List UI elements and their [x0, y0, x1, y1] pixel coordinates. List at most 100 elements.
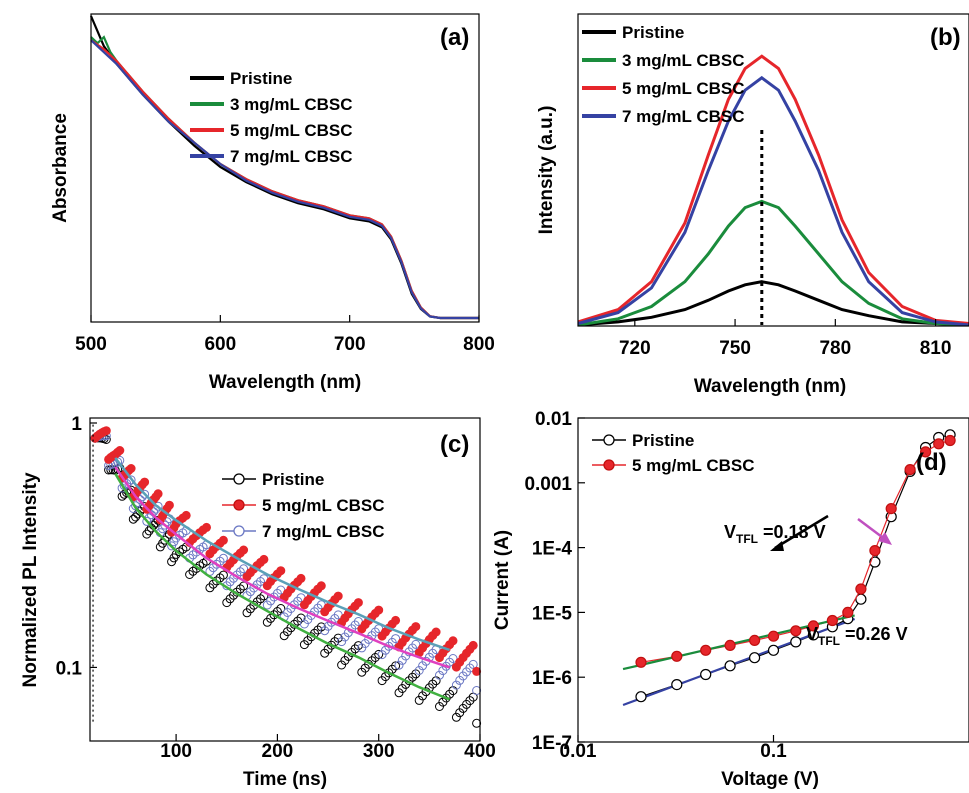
panel-d-point-0 — [767, 644, 780, 656]
panel-d-point-1 — [671, 650, 683, 662]
panel-c-legend-item-0-label: Pristine — [262, 470, 324, 489]
panel-c-fit-line-0 — [114, 473, 451, 701]
panel-d: 0.01 0.1 0.01 0.001 1E-4 1E-5 1E-6 1E-7 (d) Vol… — [492, 409, 969, 790]
panel-c-point-1 — [333, 591, 343, 601]
panel-c-point-1 — [316, 581, 326, 591]
panel-c-point-0 — [269, 610, 279, 620]
panel-a-series-line-3 — [90, 39, 479, 320]
panel-c-point-0 — [218, 570, 228, 580]
panel-c-fit-line-1 — [114, 457, 451, 652]
panel-c-xlabel: Time (ns) — [243, 769, 327, 790]
panel-a-label: (a) — [440, 24, 469, 51]
panel-c-point-1 — [101, 426, 111, 436]
panel-c-point-2 — [146, 510, 156, 520]
panel-c-point-0 — [451, 712, 461, 722]
panel-c-x-tick-label-1: 200 — [262, 741, 294, 762]
panel-c-plot-area — [90, 423, 482, 728]
panel-c-point-0 — [146, 523, 156, 533]
panel-a-frame — [90, 13, 480, 323]
panel-d-y-tick-label-0: 0.01 — [535, 409, 572, 430]
panel-b-x-tick-label-2: 780 — [819, 338, 851, 359]
panel-b: 720 750 780 810 (b) Wavelength (nm) Intensi… — [536, 13, 969, 397]
panel-b-legend-item-1-label: 3 mg/mL CBSC — [622, 51, 745, 70]
panel-c-point-2 — [212, 559, 222, 569]
panel-d-point-1 — [807, 620, 820, 632]
panel-c-point-0 — [106, 465, 116, 475]
panel-c-point-2 — [235, 567, 245, 577]
panel-d-point-1 — [790, 625, 802, 637]
panel-c: 100 200 300 400 1 0.1 (c) Time (ns) Normalize… — [20, 414, 496, 790]
panel-c-point-1 — [411, 622, 421, 632]
panel-c-point-0 — [212, 576, 222, 586]
panel-d-y-tick-label-3: 1E-5 — [532, 603, 573, 624]
panel-c-point-1 — [374, 605, 384, 615]
panel-c-x-tick-label-2: 300 — [363, 741, 395, 762]
panel-d-legend-item-0-marker — [603, 434, 615, 446]
panel-a-legend-item-3-label: 7 mg/mL CBSC — [230, 147, 353, 166]
panel-b-ticks: 720 750 780 810 — [619, 319, 951, 359]
panel-a-legend: Pristine 3 mg/mL CBSC 5 mg/mL CBSC 7 mg/mL … — [190, 69, 353, 166]
panel-c-point-2 — [239, 564, 249, 574]
panel-c-point-0 — [239, 581, 249, 591]
panel-c-point-1 — [448, 636, 458, 646]
panel-d-point-1 — [904, 464, 916, 476]
panel-c-point-2 — [394, 660, 404, 670]
panel-c-point-0 — [142, 529, 152, 539]
panel-a-x-tick-label-3: 800 — [463, 334, 495, 355]
panel-b-xlabel: Wavelength (nm) — [694, 376, 846, 397]
panel-b-label: (b) — [930, 24, 961, 51]
panel-d-y-tick-label-5: 1E-7 — [532, 733, 572, 754]
panel-c-point-2 — [208, 563, 218, 573]
panel-c-legend-item-1-label: 5 mg/mL CBSC — [262, 496, 385, 515]
panel-c-legend: Pristine 5 mg/mL CBSC 7 mg/mL CBSC — [222, 470, 385, 541]
panel-c-legend-item-2-label: 7 mg/mL CBSC — [262, 522, 385, 541]
panel-b-series-line-3 — [577, 75, 969, 327]
panel-c-point-2 — [435, 670, 444, 680]
panel-d-xlabel: Voltage (V) — [721, 769, 819, 790]
panel-d-y-tick-label-4: 1E-6 — [532, 668, 572, 689]
panel-c-y-tick-label-0: 1 — [71, 414, 82, 435]
panel-c-point-0 — [428, 679, 438, 689]
panel-d-point-1 — [885, 503, 897, 515]
panel-a-ylabel: Absorbance — [50, 113, 71, 223]
panel-d-vtfl-arrowhead-1 — [770, 541, 784, 551]
panel-c-point-0 — [391, 661, 401, 671]
panel-a-series-line-0 — [89, 15, 479, 320]
panel-c-point-1 — [218, 535, 228, 545]
panel-c-point-1 — [431, 627, 441, 637]
panel-c-point-0 — [411, 669, 421, 679]
panel-c-legend-item-1-marker — [233, 499, 245, 511]
panel-d-legend-item-1-marker — [603, 459, 615, 471]
panel-a: 500 600 700 800 (a) Wavelength (nm) Absorba… — [50, 13, 495, 393]
panel-c-point-2 — [414, 666, 424, 675]
panel-c-point-1 — [164, 500, 174, 510]
panel-c-point-2 — [391, 634, 401, 644]
panel-c-point-2 — [418, 661, 428, 671]
panel-c-legend-item-2-marker — [233, 525, 245, 537]
panel-d-ticks: 0.01 0.1 0.01 0.001 1E-4 1E-5 1E-6 1E-7 — [524, 409, 787, 762]
panel-c-point-0 — [414, 695, 424, 705]
panel-d-vtfl-arrow-2 — [857, 518, 887, 541]
panel-d-point-1 — [944, 434, 956, 447]
panel-c-point-2 — [140, 489, 150, 499]
panel-b-series-line-1 — [577, 199, 969, 327]
panel-b-series-line-0 — [577, 280, 969, 327]
panel-d-point-1 — [635, 656, 647, 668]
panel-c-point-1 — [126, 464, 136, 473]
panel-c-legend-item-0-marker — [233, 473, 245, 485]
panel-c-point-2 — [337, 637, 347, 647]
panel-d-point-1 — [842, 606, 854, 619]
panel-d-point-1 — [724, 639, 736, 652]
panel-d-legend-item-0-label: Pristine — [632, 431, 694, 450]
panel-d-point-0 — [635, 691, 647, 703]
panel-a-x-tick-label-1: 600 — [204, 334, 236, 355]
panel-c-point-0 — [144, 526, 154, 536]
panel-c-frame — [89, 417, 481, 742]
panel-d-point-0 — [700, 668, 712, 681]
panel-c-point-0 — [131, 512, 141, 522]
panel-d-point-1 — [919, 446, 932, 458]
panel-c-point-2 — [448, 654, 458, 663]
panel-d-point-1 — [933, 438, 945, 450]
